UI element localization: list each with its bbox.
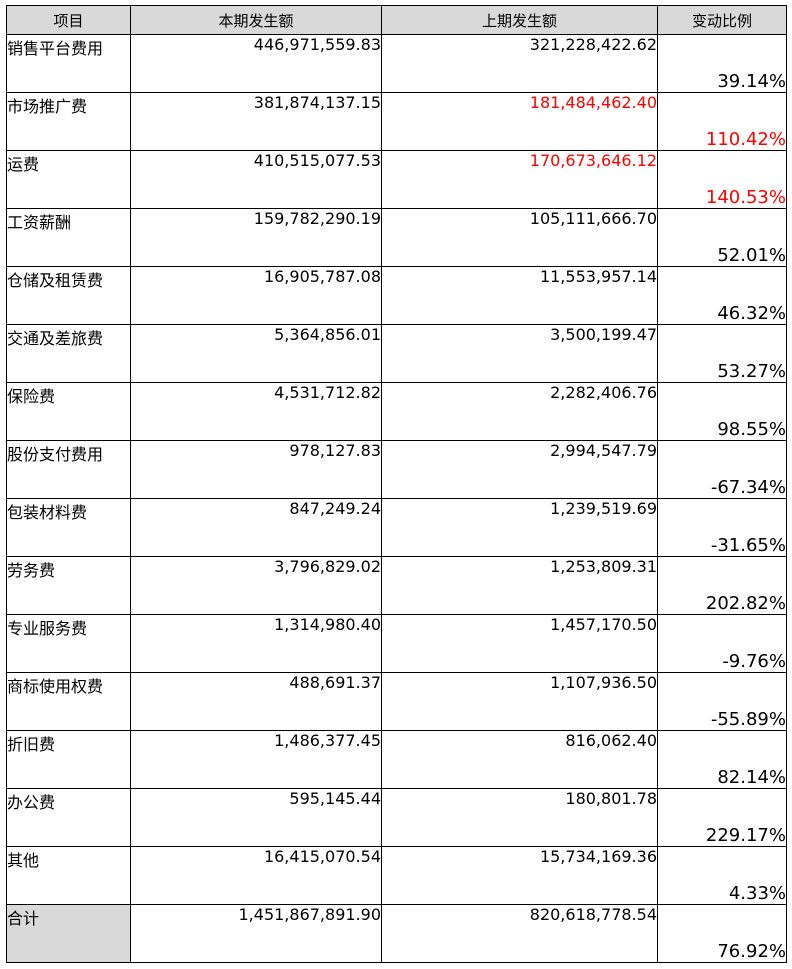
row-previous-amount: 105,111,666.70 bbox=[381, 208, 658, 267]
row-item: 市场推广费 bbox=[6, 92, 131, 151]
row-current-amount: 1,486,377.45 bbox=[130, 730, 382, 789]
table-row: 其他 16,415,070.54 15,734,169.36 4.33% bbox=[6, 846, 787, 905]
total-row: 合计 1,451,867,891.90 820,618,778.54 76.92… bbox=[6, 904, 787, 963]
expense-table: 项目 本期发生额 上期发生额 变动比例 销售平台费用 446,971,559.83… bbox=[6, 5, 787, 963]
row-current-amount: 847,249.24 bbox=[130, 498, 382, 557]
row-current-amount: 1,314,980.40 bbox=[130, 614, 382, 673]
table-row: 包装材料费 847,249.24 1,239,519.69 -31.65% bbox=[6, 498, 787, 557]
row-change-ratio: -67.34% bbox=[657, 440, 787, 499]
row-current-amount: 4,531,712.82 bbox=[130, 382, 382, 441]
row-item: 折旧费 bbox=[6, 730, 131, 789]
header-item: 项目 bbox=[6, 5, 131, 35]
total-previous: 820,618,778.54 bbox=[381, 904, 658, 963]
header-previous-period: 上期发生额 bbox=[381, 5, 658, 35]
row-current-amount: 978,127.83 bbox=[130, 440, 382, 499]
row-change-ratio: 46.32% bbox=[657, 266, 787, 325]
row-change-ratio: 229.17% bbox=[657, 788, 787, 847]
row-previous-amount: 181,484,462.40 bbox=[381, 92, 658, 151]
row-previous-amount: 170,673,646.12 bbox=[381, 150, 658, 209]
row-previous-amount: 2,994,547.79 bbox=[381, 440, 658, 499]
table-row: 仓储及租赁费 16,905,787.08 11,553,957.14 46.32% bbox=[6, 266, 787, 325]
row-item: 保险费 bbox=[6, 382, 131, 441]
row-item: 专业服务费 bbox=[6, 614, 131, 673]
table-row: 商标使用权费 488,691.37 1,107,936.50 -55.89% bbox=[6, 672, 787, 731]
row-previous-amount: 2,282,406.76 bbox=[381, 382, 658, 441]
row-change-ratio: 140.53% bbox=[657, 150, 787, 209]
row-item: 商标使用权费 bbox=[6, 672, 131, 731]
row-current-amount: 595,145.44 bbox=[130, 788, 382, 847]
row-current-amount: 16,415,070.54 bbox=[130, 846, 382, 905]
row-previous-amount: 816,062.40 bbox=[381, 730, 658, 789]
row-change-ratio: 53.27% bbox=[657, 324, 787, 383]
row-previous-amount: 1,239,519.69 bbox=[381, 498, 658, 557]
row-current-amount: 5,364,856.01 bbox=[130, 324, 382, 383]
row-previous-amount: 321,228,422.62 bbox=[381, 34, 658, 93]
row-change-ratio: 82.14% bbox=[657, 730, 787, 789]
row-change-ratio: 202.82% bbox=[657, 556, 787, 615]
row-current-amount: 3,796,829.02 bbox=[130, 556, 382, 615]
row-previous-amount: 3,500,199.47 bbox=[381, 324, 658, 383]
row-item: 仓储及租赁费 bbox=[6, 266, 131, 325]
row-item: 包装材料费 bbox=[6, 498, 131, 557]
row-current-amount: 446,971,559.83 bbox=[130, 34, 382, 93]
row-change-ratio: 4.33% bbox=[657, 846, 787, 905]
total-current: 1,451,867,891.90 bbox=[130, 904, 382, 963]
table-row: 折旧费 1,486,377.45 816,062.40 82.14% bbox=[6, 730, 787, 789]
row-change-ratio: -55.89% bbox=[657, 672, 787, 731]
table-row: 销售平台费用 446,971,559.83 321,228,422.62 39.14% bbox=[6, 34, 787, 93]
row-change-ratio: 39.14% bbox=[657, 34, 787, 93]
row-item: 其他 bbox=[6, 846, 131, 905]
row-previous-amount: 180,801.78 bbox=[381, 788, 658, 847]
row-item: 工资薪酬 bbox=[6, 208, 131, 267]
row-item: 股份支付费用 bbox=[6, 440, 131, 499]
total-change: 76.92% bbox=[657, 904, 787, 963]
row-change-ratio: -31.65% bbox=[657, 498, 787, 557]
row-current-amount: 488,691.37 bbox=[130, 672, 382, 731]
table-row: 工资薪酬 159,782,290.19 105,111,666.70 52.01% bbox=[6, 208, 787, 267]
header-change-ratio: 变动比例 bbox=[657, 5, 787, 35]
table-row: 办公费 595,145.44 180,801.78 229.17% bbox=[6, 788, 787, 847]
total-label: 合计 bbox=[6, 904, 131, 963]
row-previous-amount: 1,107,936.50 bbox=[381, 672, 658, 731]
row-current-amount: 159,782,290.19 bbox=[130, 208, 382, 267]
row-previous-amount: 1,253,809.31 bbox=[381, 556, 658, 615]
header-row: 项目 本期发生额 上期发生额 变动比例 bbox=[6, 5, 787, 35]
table-row: 交通及差旅费 5,364,856.01 3,500,199.47 53.27% bbox=[6, 324, 787, 383]
table-body: 销售平台费用 446,971,559.83 321,228,422.62 39.14%… bbox=[6, 34, 787, 963]
header-current-period: 本期发生额 bbox=[130, 5, 382, 35]
row-current-amount: 16,905,787.08 bbox=[130, 266, 382, 325]
row-change-ratio: 52.01% bbox=[657, 208, 787, 267]
table-header: 项目 本期发生额 上期发生额 变动比例 bbox=[6, 5, 787, 35]
table-row: 市场推广费 381,874,137.15 181,484,462.40 110.42% bbox=[6, 92, 787, 151]
row-item: 运费 bbox=[6, 150, 131, 209]
table-row: 劳务费 3,796,829.02 1,253,809.31 202.82% bbox=[6, 556, 787, 615]
table-row: 股份支付费用 978,127.83 2,994,547.79 -67.34% bbox=[6, 440, 787, 499]
row-current-amount: 381,874,137.15 bbox=[130, 92, 382, 151]
row-change-ratio: 110.42% bbox=[657, 92, 787, 151]
row-item: 销售平台费用 bbox=[6, 34, 131, 93]
row-current-amount: 410,515,077.53 bbox=[130, 150, 382, 209]
row-change-ratio: 98.55% bbox=[657, 382, 787, 441]
row-previous-amount: 15,734,169.36 bbox=[381, 846, 658, 905]
table-row: 专业服务费 1,314,980.40 1,457,170.50 -9.76% bbox=[6, 614, 787, 673]
row-previous-amount: 1,457,170.50 bbox=[381, 614, 658, 673]
row-change-ratio: -9.76% bbox=[657, 614, 787, 673]
row-item: 交通及差旅费 bbox=[6, 324, 131, 383]
table-row: 保险费 4,531,712.82 2,282,406.76 98.55% bbox=[6, 382, 787, 441]
row-item: 办公费 bbox=[6, 788, 131, 847]
table-row: 运费 410,515,077.53 170,673,646.12 140.53% bbox=[6, 150, 787, 209]
row-item: 劳务费 bbox=[6, 556, 131, 615]
row-previous-amount: 11,553,957.14 bbox=[381, 266, 658, 325]
